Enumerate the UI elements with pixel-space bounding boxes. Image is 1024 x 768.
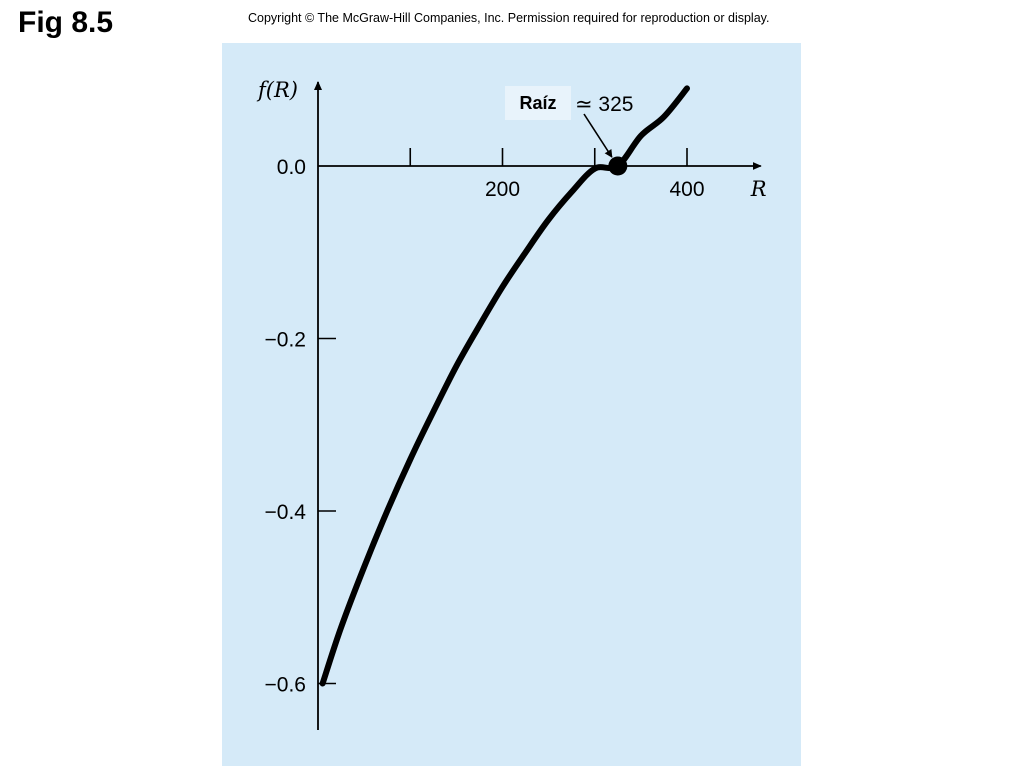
y-tick-label: −0.2 [265, 329, 306, 352]
root-approx-value: ≃ 325 [575, 93, 633, 116]
chart-ticks [318, 148, 688, 685]
x-axis-label: R [750, 177, 767, 201]
chart-series [319, 85, 690, 687]
copyright-notice: Copyright © The McGraw-Hill Companies, I… [248, 11, 770, 25]
root-label-box [505, 86, 571, 120]
chart-tick-labels: 200 400 0.0 −0.2 −0.4 −0.6 Rf(R) [256, 78, 767, 697]
y-tick-label: −0.4 [265, 501, 307, 524]
y-tick-label: −0.6 [265, 674, 306, 697]
figure-title: Fig 8.5 [18, 6, 114, 39]
root-point [608, 156, 628, 176]
x-tick-label: 400 [669, 178, 704, 201]
y-axis-label: f(R) [256, 78, 298, 102]
root-annotation: Raíz ≃ 325 [505, 86, 633, 158]
root-label: Raíz [519, 93, 556, 113]
x-tick-label: 200 [485, 178, 520, 201]
y-tick-label: 0.0 [277, 156, 306, 179]
root-arrow [583, 113, 613, 158]
